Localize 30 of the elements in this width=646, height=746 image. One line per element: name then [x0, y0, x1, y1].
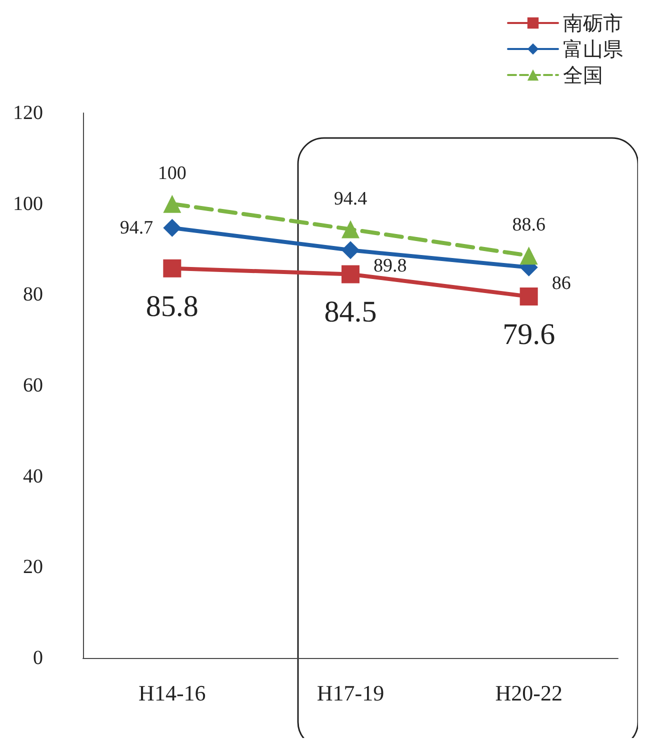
data-label: 79.6 — [502, 318, 556, 351]
data-label: 94.4 — [334, 188, 368, 210]
data-label: 100 — [158, 162, 186, 184]
legend-label: 全国 — [563, 63, 603, 87]
point — [520, 287, 538, 306]
point — [163, 194, 182, 213]
legend-label: 南砺市 — [563, 11, 623, 35]
y-tick-label: 0 — [33, 647, 43, 669]
point — [520, 246, 538, 265]
y-tick-label: 120 — [13, 102, 43, 124]
point — [163, 259, 182, 278]
x-tick-label: H14-16 — [138, 680, 206, 706]
data-label: 84.5 — [324, 296, 377, 329]
point — [342, 265, 360, 284]
x-tick-label: H20-22 — [495, 680, 562, 706]
data-label: 88.6 — [512, 214, 546, 236]
data-label: 89.8 — [374, 256, 407, 277]
y-tick-label: 80 — [23, 284, 43, 306]
point — [163, 218, 182, 237]
y-tick-label: 40 — [23, 465, 43, 488]
y-tick-label: 20 — [23, 556, 43, 578]
point — [342, 220, 360, 238]
data-label: 86 — [552, 272, 571, 294]
x-tick-label: H17-19 — [316, 680, 384, 706]
legend-label: 富山県 — [563, 37, 623, 61]
data-label: 94.7 — [120, 217, 154, 238]
y-tick-label: 60 — [23, 374, 43, 396]
point — [342, 241, 360, 260]
data-label: 85.8 — [146, 290, 198, 323]
y-tick-label: 100 — [13, 192, 43, 215]
